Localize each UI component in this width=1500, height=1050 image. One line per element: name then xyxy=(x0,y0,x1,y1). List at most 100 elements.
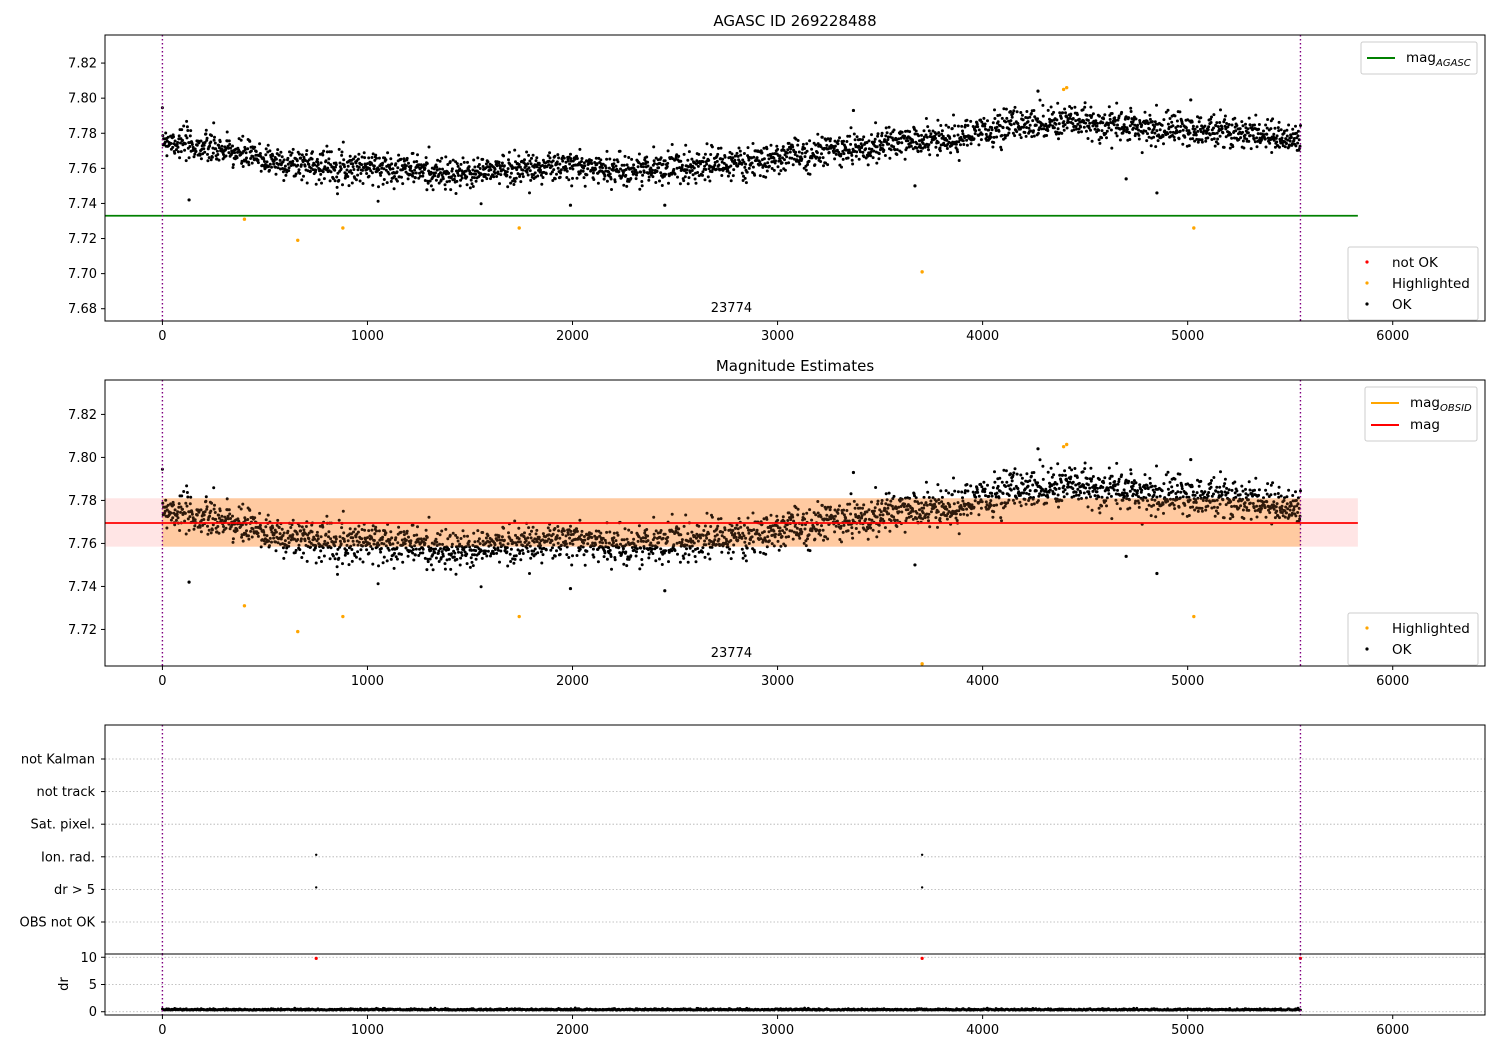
ok-point xyxy=(1036,481,1040,485)
ok-point xyxy=(772,168,776,172)
ok-point xyxy=(279,150,283,154)
ok-point xyxy=(465,183,469,187)
ok-point xyxy=(429,184,433,188)
ok-point xyxy=(501,168,505,172)
ok-point xyxy=(346,175,350,178)
ok-point xyxy=(172,135,175,139)
ok-point xyxy=(555,172,558,176)
ok-point xyxy=(900,130,904,134)
ok-point xyxy=(1228,146,1232,150)
ok-point xyxy=(1219,108,1222,112)
ok-point xyxy=(381,182,385,186)
ok-point xyxy=(549,172,553,176)
ok-point xyxy=(1146,132,1149,136)
ok-point xyxy=(345,168,349,172)
ok-point xyxy=(851,108,856,113)
ok-point xyxy=(994,129,998,132)
ok-point xyxy=(370,156,374,159)
ok-point xyxy=(286,156,290,160)
ok-point xyxy=(786,148,790,152)
ok-point xyxy=(654,156,658,160)
ok-point xyxy=(455,557,459,561)
ok-point xyxy=(305,149,309,153)
ok-point xyxy=(377,156,381,160)
ok-point xyxy=(1012,109,1016,113)
ok-point xyxy=(578,147,582,151)
ok-point xyxy=(915,142,919,146)
ok-point xyxy=(471,564,475,568)
ok-point xyxy=(512,561,516,565)
ok-point xyxy=(1018,133,1022,137)
ok-point xyxy=(1045,134,1049,137)
ok-point xyxy=(950,493,954,497)
ok-point xyxy=(1007,127,1011,131)
ok-point xyxy=(1173,114,1177,118)
ok-point xyxy=(937,134,941,138)
ok-point xyxy=(371,562,375,566)
ok-point xyxy=(969,484,973,488)
ok-point xyxy=(397,153,401,157)
ok-point xyxy=(448,179,451,183)
ok-point xyxy=(666,149,670,153)
agasc-ytick-label: 7.80 xyxy=(68,92,97,107)
ok-point xyxy=(914,129,918,133)
ok-point xyxy=(345,548,349,552)
ok-point xyxy=(764,552,768,556)
ok-point xyxy=(548,156,552,160)
ok-point xyxy=(605,157,609,161)
ok-point xyxy=(1294,144,1298,148)
ok-point xyxy=(1285,134,1289,138)
ok-point xyxy=(990,494,994,498)
ok-point xyxy=(486,160,490,164)
ok-point xyxy=(179,150,183,154)
ok-point xyxy=(1240,120,1244,124)
ok-point xyxy=(1279,128,1283,132)
ok-point xyxy=(1257,123,1261,126)
ok-point xyxy=(911,140,915,144)
ok-point xyxy=(604,166,608,170)
ok-point xyxy=(329,163,333,167)
ok-point xyxy=(1166,108,1170,112)
ok-point xyxy=(297,168,301,172)
ok-point xyxy=(640,184,644,188)
ok-point xyxy=(385,181,389,185)
ok-point xyxy=(651,168,654,172)
ok-point xyxy=(986,483,989,487)
ok-point xyxy=(457,174,460,177)
ok-point xyxy=(975,122,979,126)
ok-point xyxy=(592,555,596,559)
ok-point xyxy=(713,163,717,167)
ok-point xyxy=(399,157,403,161)
ok-point xyxy=(855,150,859,154)
ok-point xyxy=(849,142,853,146)
agasc-points-legend-label: OK xyxy=(1392,297,1413,313)
ok-point xyxy=(565,553,569,557)
ok-point xyxy=(1009,110,1012,113)
agasc-ytick-label: 7.82 xyxy=(68,57,97,72)
ok-point xyxy=(647,178,651,182)
ok-point xyxy=(1114,131,1118,135)
ok-point xyxy=(622,183,626,187)
ok-point xyxy=(1029,129,1033,133)
ok-point xyxy=(860,144,864,148)
ok-point xyxy=(439,171,442,175)
ok-point xyxy=(526,550,530,553)
ok-point xyxy=(693,555,697,558)
ok-point xyxy=(402,157,406,161)
ok-point xyxy=(807,159,811,163)
agasc-ytick-label: 7.76 xyxy=(68,162,97,177)
ok-point xyxy=(1012,471,1016,475)
ok-point xyxy=(509,171,513,175)
ok-point xyxy=(1129,106,1133,110)
ok-point xyxy=(256,161,260,165)
ok-point xyxy=(276,166,280,170)
ok-point xyxy=(382,178,386,181)
ok-point xyxy=(189,495,193,499)
ok-point xyxy=(808,139,812,143)
agasc-ytick-label: 7.70 xyxy=(68,267,97,282)
ok-point xyxy=(564,167,568,171)
ok-point xyxy=(658,179,661,183)
ok-point xyxy=(762,157,766,161)
ok-point xyxy=(333,179,337,183)
ok-point xyxy=(1015,130,1019,134)
